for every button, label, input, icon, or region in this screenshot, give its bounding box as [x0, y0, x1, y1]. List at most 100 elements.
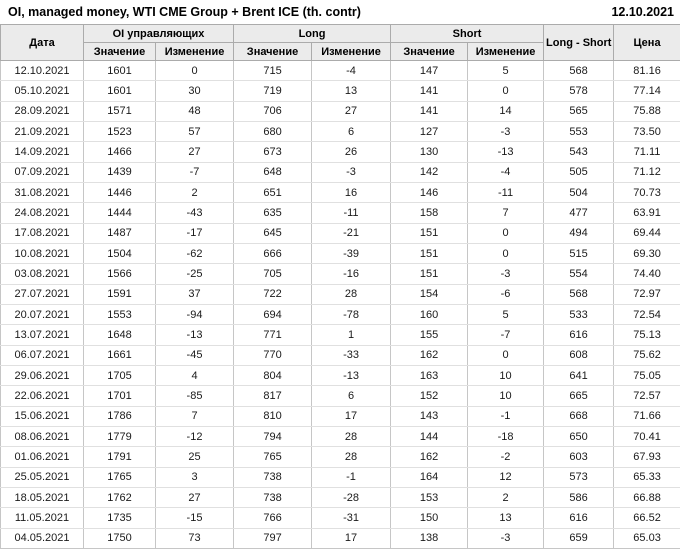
cell-oi-chg: 30: [156, 81, 234, 101]
cell-oi: 1523: [84, 121, 156, 141]
cell-short-chg: 10: [468, 386, 544, 406]
cell-short: 154: [391, 284, 468, 304]
cell-long-short: 573: [544, 467, 614, 487]
cell-long-short: 543: [544, 142, 614, 162]
cell-price: 75.13: [614, 325, 680, 345]
cell-oi: 1762: [84, 487, 156, 507]
cell-long: 738: [234, 487, 312, 507]
cot-table: Дата OI управляющих Long Short Long - Sh…: [0, 24, 680, 549]
cell-date: 08.06.2021: [1, 426, 84, 446]
cell-long: 770: [234, 345, 312, 365]
cell-short: 163: [391, 365, 468, 385]
cell-long-short: 586: [544, 487, 614, 507]
cell-oi: 1566: [84, 264, 156, 284]
cell-oi-chg: -12: [156, 426, 234, 446]
cell-price: 72.54: [614, 304, 680, 324]
cell-short: 141: [391, 101, 468, 121]
cell-long-chg: -13: [312, 365, 391, 385]
cell-price: 71.12: [614, 162, 680, 182]
cell-long-short: 665: [544, 386, 614, 406]
cell-short: 151: [391, 223, 468, 243]
cell-date: 05.10.2021: [1, 81, 84, 101]
cell-oi: 1601: [84, 81, 156, 101]
cell-long-chg: 28: [312, 284, 391, 304]
cell-oi: 1439: [84, 162, 156, 182]
cell-oi-chg: -62: [156, 243, 234, 263]
cell-long: 719: [234, 81, 312, 101]
cell-long: 645: [234, 223, 312, 243]
cell-oi-chg: 4: [156, 365, 234, 385]
cell-long: 817: [234, 386, 312, 406]
cell-oi-chg: 57: [156, 121, 234, 141]
cell-long-short: 565: [544, 101, 614, 121]
cell-long-short: 515: [544, 243, 614, 263]
cell-long-chg: 28: [312, 447, 391, 467]
cell-date: 15.06.2021: [1, 406, 84, 426]
cell-long-chg: 17: [312, 406, 391, 426]
cell-long-short: 650: [544, 426, 614, 446]
cell-long-short: 616: [544, 325, 614, 345]
cell-long-chg: -39: [312, 243, 391, 263]
col-subheader-short-value: Значение: [391, 43, 468, 61]
cell-oi-chg: 73: [156, 528, 234, 548]
cell-long-chg: 16: [312, 182, 391, 202]
cell-oi: 1591: [84, 284, 156, 304]
cell-oi-chg: 2: [156, 182, 234, 202]
cell-short: 150: [391, 508, 468, 528]
cell-short: 152: [391, 386, 468, 406]
cell-short: 138: [391, 528, 468, 548]
cell-long-chg: 17: [312, 528, 391, 548]
cell-price: 63.91: [614, 203, 680, 223]
cell-oi: 1701: [84, 386, 156, 406]
cell-short: 151: [391, 264, 468, 284]
cell-price: 71.66: [614, 406, 680, 426]
cell-long: 666: [234, 243, 312, 263]
cell-oi-chg: 27: [156, 487, 234, 507]
cell-long-short: 568: [544, 61, 614, 81]
cell-oi: 1487: [84, 223, 156, 243]
cell-long-short: 578: [544, 81, 614, 101]
cell-oi: 1786: [84, 406, 156, 426]
cell-date: 03.08.2021: [1, 264, 84, 284]
cell-short: 142: [391, 162, 468, 182]
cell-short: 151: [391, 243, 468, 263]
cell-oi: 1765: [84, 467, 156, 487]
cell-short-chg: 0: [468, 345, 544, 365]
title-bar: OI, managed money, WTI CME Group + Brent…: [0, 0, 680, 24]
cell-date: 01.06.2021: [1, 447, 84, 467]
cell-price: 70.73: [614, 182, 680, 202]
col-subheader-short-change: Изменение: [468, 43, 544, 61]
cell-oi: 1648: [84, 325, 156, 345]
cell-oi: 1504: [84, 243, 156, 263]
cell-long-chg: -3: [312, 162, 391, 182]
cell-price: 70.41: [614, 426, 680, 446]
cell-date: 06.07.2021: [1, 345, 84, 365]
cell-short: 162: [391, 345, 468, 365]
cell-short-chg: 7: [468, 203, 544, 223]
cell-oi: 1571: [84, 101, 156, 121]
cell-long-chg: 26: [312, 142, 391, 162]
cell-short-chg: -11: [468, 182, 544, 202]
col-subheader-oi-value: Значение: [84, 43, 156, 61]
cell-short-chg: -18: [468, 426, 544, 446]
cell-oi-chg: -13: [156, 325, 234, 345]
cell-long-chg: -11: [312, 203, 391, 223]
cell-date: 27.07.2021: [1, 284, 84, 304]
cell-short-chg: 0: [468, 223, 544, 243]
col-header-date: Дата: [1, 25, 84, 61]
cell-oi-chg: -85: [156, 386, 234, 406]
cell-short-chg: -1: [468, 406, 544, 426]
cell-short-chg: -3: [468, 121, 544, 141]
cell-short: 164: [391, 467, 468, 487]
cell-oi: 1553: [84, 304, 156, 324]
cell-long-chg: 13: [312, 81, 391, 101]
cell-short-chg: 5: [468, 304, 544, 324]
cell-date: 31.08.2021: [1, 182, 84, 202]
